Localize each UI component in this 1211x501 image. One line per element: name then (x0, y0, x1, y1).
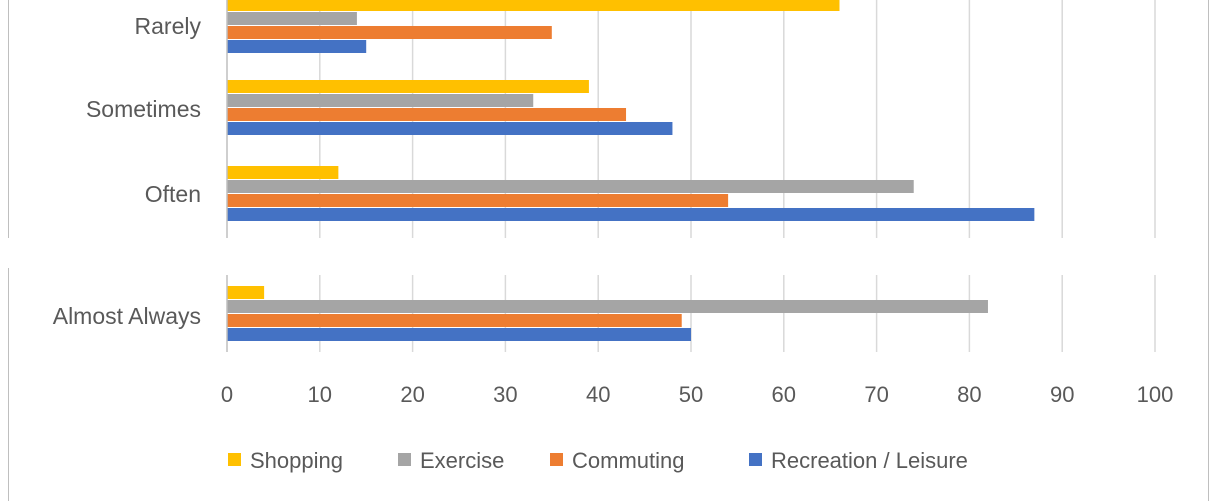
x-tick-label: 20 (400, 382, 424, 407)
bar-recreation-leisure-almost-always (227, 328, 691, 341)
panel-edge-left-top (8, 0, 9, 238)
bar-commuting-rarely (227, 26, 552, 39)
legend-label: Recreation / Leisure (771, 448, 968, 473)
legend-label: Shopping (250, 448, 343, 473)
x-tick-label: 0 (221, 382, 233, 407)
x-tick-label: 50 (679, 382, 703, 407)
bar-shopping-sometimes (227, 80, 589, 93)
x-tick-label: 90 (1050, 382, 1074, 407)
bar-commuting-almost-always (227, 314, 682, 327)
x-tick-label: 40 (586, 382, 610, 407)
panel-edge-right (1208, 0, 1209, 501)
x-tick-label: 10 (308, 382, 332, 407)
bar-commuting-often (227, 194, 729, 207)
bar-recreation-leisure-sometimes (227, 122, 673, 135)
bar-exercise-almost-always (227, 300, 988, 313)
bar-shopping-often (227, 166, 339, 179)
category-label: Almost Always (53, 303, 201, 329)
x-tick-label: 80 (957, 382, 981, 407)
gridlines (319, 0, 1156, 352)
panel-edge-left-bottom (8, 268, 9, 501)
legend: Shopping Exercise Commuting Recreation / Le… (228, 448, 968, 473)
category-label: Rarely (135, 13, 202, 39)
category-label: Often (145, 181, 201, 207)
bar-exercise-rarely (227, 12, 357, 25)
bar-recreation-leisure-rarely (227, 40, 367, 53)
bar-exercise-sometimes (227, 94, 534, 107)
bars (227, 0, 1035, 341)
bar-shopping-almost-always (227, 286, 265, 299)
bar-exercise-often (227, 180, 914, 193)
x-tick-label: 60 (772, 382, 796, 407)
legend-swatch (228, 453, 241, 466)
x-tick-label: 70 (864, 382, 888, 407)
legend-swatch (749, 453, 762, 466)
legend-swatch (398, 453, 411, 466)
bar-shopping-rarely (227, 0, 840, 11)
legend-label: Commuting (572, 448, 684, 473)
x-tick-label: 100 (1137, 382, 1174, 407)
labels: 0 10 20 30 40 50 60 70 80 90 100 Rarely Sometimes Oft… (53, 13, 1174, 407)
bar-commuting-sometimes (227, 108, 627, 121)
legend-label: Exercise (420, 448, 504, 473)
category-label: Sometimes (86, 96, 201, 122)
legend-swatch (550, 453, 563, 466)
bar-recreation-leisure-often (227, 208, 1035, 221)
x-tick-label: 30 (493, 382, 517, 407)
